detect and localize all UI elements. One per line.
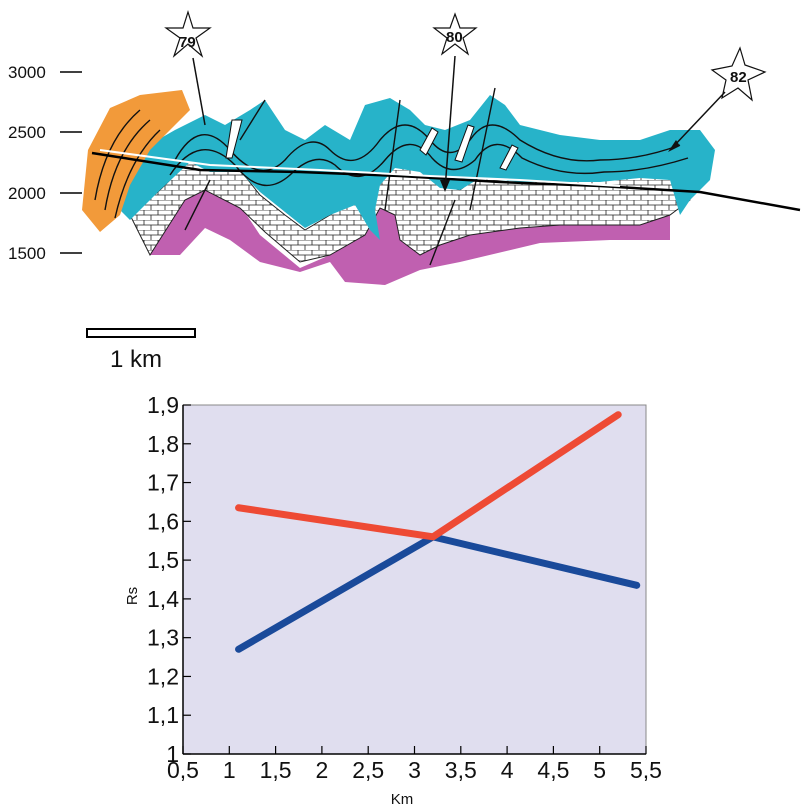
x-tick-label: 1 <box>223 757 236 783</box>
scale-label: 1 km <box>110 346 163 373</box>
fold-lines <box>94 87 689 266</box>
well-79: 79 <box>164 9 212 126</box>
elevation-axis: 3000 2500 2000 1500 <box>8 63 82 263</box>
elevation-label-1500: 1500 <box>8 244 46 263</box>
fault-arrows <box>225 119 519 171</box>
x-tick-label: 4 <box>501 757 514 783</box>
x-axis-title: Km <box>391 791 414 808</box>
y-axis-title: Rs <box>124 587 141 605</box>
geologic-cross-section: 3000 2500 2000 1500 7 <box>8 9 801 285</box>
x-tick-label: 5,5 <box>630 757 662 783</box>
y-tick-label: 1,4 <box>147 586 179 612</box>
x-tick-label: 3 <box>408 757 421 783</box>
series-line-2 <box>235 411 622 541</box>
cyan-unit <box>105 95 715 240</box>
well-80: 80 <box>432 12 478 192</box>
svg-text:79: 79 <box>179 34 196 51</box>
x-tick-label: 5 <box>593 757 606 783</box>
y-tick-label: 1,9 <box>147 392 179 418</box>
chart-axes: 0,5 1 1,5 2 2,5 3 3,5 4 4,5 5 5,511,11,21,31,41,51… <box>147 392 662 783</box>
svg-text:80: 80 <box>446 29 463 46</box>
thrust-highlight <box>99 149 621 187</box>
rs-chart: 0,5 1 1,5 2 2,5 3 3,5 4 4,5 5 5,511,11,21,31,41,51… <box>124 392 662 808</box>
scale-bar <box>86 328 196 338</box>
thrust-line <box>91 151 801 212</box>
elevation-label-3000: 3000 <box>8 63 46 82</box>
y-tick-label: 1,6 <box>147 508 179 534</box>
y-tick-label: 1,5 <box>147 547 179 573</box>
well-82: 82 <box>668 46 767 152</box>
elevation-label-2000: 2000 <box>8 184 46 203</box>
y-tick-label: 1,3 <box>147 625 179 651</box>
y-tick-label: 1 <box>166 741 179 767</box>
x-tick-label: 2,5 <box>352 757 384 783</box>
x-tick-label: 2 <box>316 757 329 783</box>
y-tick-label: 1,8 <box>147 431 179 457</box>
magenta-unit <box>150 188 670 285</box>
svg-text:82: 82 <box>730 69 747 86</box>
chart-series <box>235 411 641 653</box>
plot-area <box>182 404 647 755</box>
elevation-label-2500: 2500 <box>8 123 46 142</box>
y-tick-label: 1,2 <box>147 663 179 689</box>
y-tick-label: 1,7 <box>147 470 179 496</box>
x-tick-label: 4,5 <box>537 757 569 783</box>
x-tick-label: 0,5 <box>167 757 199 783</box>
x-tick-label: 3,5 <box>445 757 477 783</box>
x-tick-label: 1,5 <box>260 757 292 783</box>
y-tick-label: 1,1 <box>147 702 179 728</box>
